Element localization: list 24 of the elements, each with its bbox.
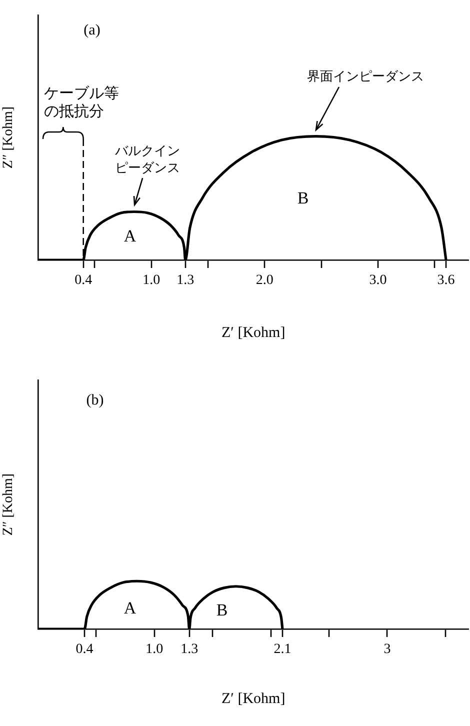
y-axis-title: Z″ [Kohm] bbox=[1, 473, 16, 536]
y-axis-title: Z″ [Kohm] bbox=[1, 106, 16, 169]
x-tick-label: 1.0 bbox=[142, 273, 160, 288]
x-tick-label: 0.4 bbox=[74, 273, 92, 288]
x-tick-label: 0.4 bbox=[76, 642, 94, 658]
x-axis-title: Z′ [Kohm] bbox=[222, 690, 286, 707]
x-tick-label: 1.0 bbox=[146, 642, 164, 658]
ref-line-label: ケーブル等の抵抗分 bbox=[44, 84, 119, 120]
x-tick-label: 1.3 bbox=[180, 642, 198, 658]
x-tick-label: 3 bbox=[384, 642, 391, 658]
annotation: B bbox=[297, 188, 309, 208]
x-tick-label: 1.3 bbox=[176, 273, 194, 288]
x-tick-label: 3.0 bbox=[369, 273, 387, 288]
chart-title: (b) bbox=[86, 392, 104, 408]
x-tick-label: 2.0 bbox=[256, 273, 274, 288]
annotation: B bbox=[216, 600, 228, 620]
x-tick-label: 3.6 bbox=[437, 273, 455, 288]
x-tick-label: 2.1 bbox=[274, 642, 292, 658]
annotation: A bbox=[124, 226, 137, 246]
annotation: 界面インピーダンス bbox=[307, 70, 424, 85]
annotation: バルクインピーダンス bbox=[114, 144, 180, 176]
chart-title: (a) bbox=[84, 22, 100, 38]
x-axis-title: Z′ [Kohm] bbox=[222, 324, 286, 341]
annotation: A bbox=[124, 598, 137, 618]
